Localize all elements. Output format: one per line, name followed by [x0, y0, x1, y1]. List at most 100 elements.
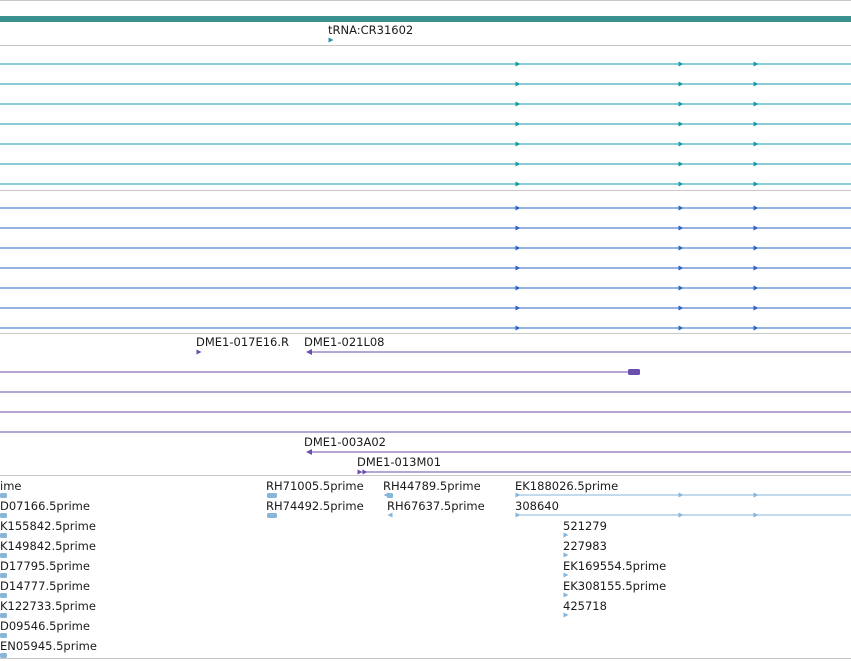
- strand-arrow-icon: [515, 161, 521, 167]
- est-feature[interactable]: [0, 573, 7, 578]
- separator-clones: [0, 475, 851, 476]
- clone-label-013m01[interactable]: DME1-013M01: [357, 455, 442, 469]
- est-feature[interactable]: [0, 533, 7, 538]
- strand-arrow-icon: [753, 161, 759, 167]
- est-label[interactable]: K122733.5prime: [0, 599, 96, 613]
- strand-arrow-icon: [678, 141, 684, 147]
- strand-arrow-icon: [753, 325, 759, 331]
- strand-arrow-icon: [753, 61, 759, 67]
- strand-arrow-icon: [515, 101, 521, 107]
- strand-arrow-icon: [678, 205, 684, 211]
- est-label[interactable]: EK169554.5prime: [563, 559, 667, 573]
- strand-arrow-icon: [753, 285, 759, 291]
- est-label[interactable]: K149842.5prime: [0, 539, 96, 553]
- est-label[interactable]: RH67637.5prime: [387, 499, 485, 513]
- est-feature[interactable]: [267, 513, 277, 518]
- strand-arrow-icon: [515, 325, 521, 331]
- strand-arrow-icon: [753, 305, 759, 311]
- strand-arrow-icon: [678, 121, 684, 127]
- separator-top: [0, 0, 851, 1]
- strand-arrow-icon: [678, 245, 684, 251]
- clone-arrow-icon: [362, 469, 368, 475]
- strand-arrow-icon: [678, 61, 684, 67]
- strand-arrow-icon: [678, 325, 684, 331]
- strand-arrow-icon: [515, 492, 521, 498]
- est-feature[interactable]: [0, 493, 7, 498]
- strand-arrow-icon: [678, 305, 684, 311]
- strand-arrow-icon: [753, 225, 759, 231]
- trna-label[interactable]: tRNA:CR31602: [328, 23, 414, 37]
- strand-arrow-icon: [515, 121, 521, 127]
- strand-arrow-icon: [753, 265, 759, 271]
- est-label[interactable]: RH44789.5prime: [383, 479, 481, 493]
- est-feature[interactable]: [0, 653, 7, 658]
- est-feature[interactable]: [387, 493, 393, 498]
- strand-arrow-icon: [753, 245, 759, 251]
- est-feature[interactable]: [0, 613, 7, 618]
- separator-trna: [0, 45, 851, 46]
- est-feature[interactable]: [0, 633, 7, 638]
- strand-arrow-left-icon: [387, 512, 393, 518]
- strand-arrow-icon: [753, 492, 759, 498]
- est-label[interactable]: D14777.5prime: [0, 579, 90, 593]
- strand-arrow-icon: [563, 592, 569, 598]
- strand-arrow-icon: [515, 141, 521, 147]
- est-feature[interactable]: [0, 553, 7, 558]
- est-feature[interactable]: [267, 493, 277, 498]
- est-label[interactable]: ime: [0, 479, 22, 493]
- est-label[interactable]: D09546.5prime: [0, 619, 90, 633]
- strand-arrow-icon: [753, 121, 759, 127]
- strand-arrow-icon: [678, 225, 684, 231]
- separator-bottom: [0, 658, 851, 659]
- strand-arrow-icon: [563, 532, 569, 538]
- est-label[interactable]: K155842.5prime: [0, 519, 96, 533]
- strand-arrow-icon: [563, 552, 569, 558]
- est-feature[interactable]: [0, 593, 7, 598]
- est-label[interactable]: EN05945.5prime: [0, 639, 97, 653]
- strand-arrow-icon: [753, 181, 759, 187]
- strand-arrow-icon: [678, 101, 684, 107]
- strand-arrow-icon: [678, 285, 684, 291]
- strand-arrow-icon: [563, 612, 569, 618]
- clone-arrow-icon: [357, 469, 363, 475]
- strand-arrow-icon: [753, 205, 759, 211]
- strand-arrow-icon: [678, 265, 684, 271]
- strand-arrow-icon: [515, 305, 521, 311]
- strand-arrow-icon: [515, 285, 521, 291]
- est-label[interactable]: EK308155.5prime: [563, 579, 667, 593]
- clone-block[interactable]: [628, 369, 640, 375]
- est-label[interactable]: D07166.5prime: [0, 499, 90, 513]
- est-label[interactable]: 521279: [563, 519, 607, 533]
- est-label[interactable]: EK188026.5prime: [515, 479, 619, 493]
- strand-arrow-icon: [678, 492, 684, 498]
- track-header-bar: [0, 16, 851, 22]
- strand-arrow-icon: [678, 512, 684, 518]
- strand-arrow-icon: [753, 512, 759, 518]
- est-label[interactable]: RH71005.5prime: [266, 479, 364, 493]
- strand-arrow-icon: [753, 141, 759, 147]
- clone-arrow-icon: [196, 349, 202, 355]
- strand-arrow-icon: [515, 61, 521, 67]
- strand-arrow-icon: [515, 225, 521, 231]
- separator-teal: [0, 190, 851, 191]
- clone-label-003a02[interactable]: DME1-003A02: [304, 435, 386, 449]
- est-label[interactable]: D17795.5prime: [0, 559, 90, 573]
- est-label[interactable]: 308640: [515, 499, 559, 513]
- clone-arrow-left-icon: [306, 449, 312, 455]
- strand-arrow-icon: [515, 205, 521, 211]
- trna-arrow-icon: [328, 37, 334, 43]
- est-feature[interactable]: [0, 513, 7, 518]
- strand-arrow-icon: [678, 161, 684, 167]
- separator-blue: [0, 333, 851, 334]
- est-label[interactable]: 227983: [563, 539, 607, 553]
- clone-label-017e16[interactable]: DME1-017E16.R: [196, 335, 290, 349]
- clone-label-021l08[interactable]: DME1-021L08: [304, 335, 385, 349]
- est-label[interactable]: 425718: [563, 599, 607, 613]
- strand-arrow-icon: [678, 81, 684, 87]
- strand-arrow-icon: [678, 181, 684, 187]
- est-label[interactable]: RH74492.5prime: [266, 499, 364, 513]
- strand-arrow-icon: [563, 572, 569, 578]
- strand-arrow-icon: [515, 245, 521, 251]
- clone-arrow-left-icon: [306, 349, 312, 355]
- strand-arrow-icon: [753, 101, 759, 107]
